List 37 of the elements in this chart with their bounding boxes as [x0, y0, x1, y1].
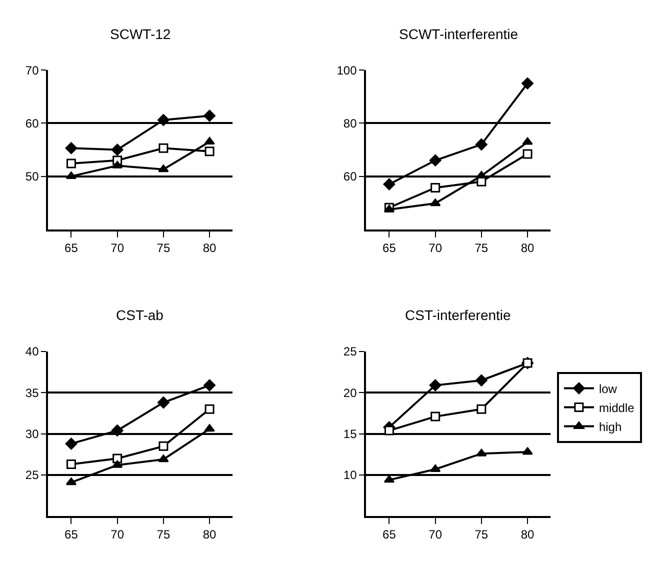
y-tick-label: 40 — [25, 344, 40, 359]
y-tick-label: 25 — [343, 344, 358, 359]
y-tick-label: 35 — [25, 386, 40, 400]
x-tick-label: 80 — [202, 528, 217, 542]
y-tick-label: 10 — [343, 468, 358, 482]
x-tick-label: 70 — [110, 528, 124, 542]
y-tick-label: 20 — [343, 386, 358, 400]
x-tick-label: 65 — [64, 528, 78, 542]
x-tick-label: 65 — [64, 240, 78, 255]
x-tick-label: 70 — [428, 528, 442, 542]
y-tick-label: 25 — [25, 468, 40, 482]
legend-label: low — [598, 382, 618, 396]
x-tick-label: 80 — [202, 240, 217, 255]
x-tick-label: 75 — [474, 528, 488, 542]
chart-title: SCWT-12 — [110, 26, 171, 42]
y-tick-label: 70 — [25, 63, 40, 78]
x-tick-label: 65 — [382, 240, 396, 255]
x-tick-label: 65 — [382, 528, 396, 542]
x-tick-label: 70 — [428, 240, 442, 255]
y-tick-label: 15 — [343, 427, 358, 442]
y-tick-label: 60 — [25, 116, 40, 130]
y-tick-label: 60 — [343, 170, 358, 184]
x-tick-label: 80 — [520, 240, 535, 255]
x-tick-label: 75 — [474, 240, 488, 255]
y-tick-label: 80 — [343, 116, 358, 130]
x-tick-label: 80 — [520, 528, 535, 542]
x-tick-label: 75 — [156, 240, 170, 255]
legend-label: middle — [598, 400, 635, 415]
legend-label: high — [598, 420, 622, 434]
y-tick-label: 50 — [25, 170, 40, 184]
y-tick-label: 100 — [336, 63, 358, 78]
y-tick-label: 30 — [25, 427, 40, 442]
x-tick-label: 70 — [110, 240, 124, 255]
x-tick-label: 75 — [156, 528, 170, 542]
chart-title: CST-interferentie — [405, 307, 512, 323]
chart-title: CST-ab — [116, 307, 164, 323]
chart-title: SCWT-interferentie — [399, 26, 518, 42]
